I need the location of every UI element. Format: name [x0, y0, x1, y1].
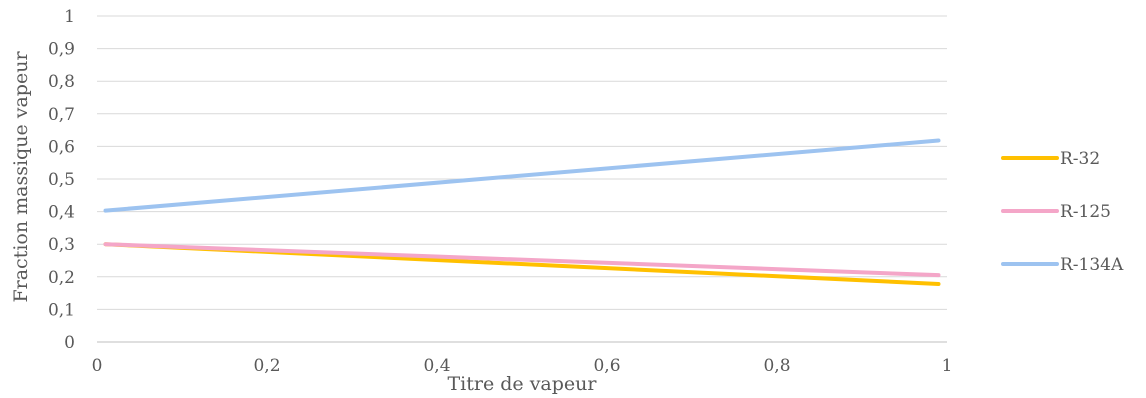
legend-label-r-32: R-32 — [1060, 149, 1100, 169]
series-line-r-125 — [103, 242, 941, 278]
y-axis-title: Fraction massique vapeur — [10, 51, 32, 303]
x-tick-label: 1 — [942, 356, 953, 376]
series-line-r-134a — [103, 138, 941, 213]
axes: 0 0,1 0,2 0,3 0,4 0,5 0,6 0,7 0,8 0,9 1 0 0,2 0,4 0,6 0… — [48, 7, 952, 376]
x-tick-label: 0,4 — [423, 356, 450, 376]
y-tick-label: 1 — [64, 7, 75, 27]
y-tick-label: 0,7 — [48, 105, 75, 125]
x-tick-label: 0,8 — [763, 356, 790, 376]
legend-label-r-134a: R-134A — [1060, 255, 1124, 275]
x-tick-label: 0 — [92, 356, 103, 376]
y-tick-label: 0,5 — [48, 170, 75, 190]
gridlines — [97, 15, 947, 310]
y-tick-label: 0,2 — [48, 268, 75, 288]
x-tick-label: 0,2 — [253, 356, 280, 376]
y-tick-label: 0,3 — [48, 235, 75, 255]
x-axis-title: Titre de vapeur — [448, 373, 598, 395]
x-tick-label: 0,6 — [593, 356, 620, 376]
y-tick-label: 0,8 — [48, 72, 75, 92]
y-tick-label: 0 — [64, 333, 75, 353]
y-tick-label: 0,9 — [48, 40, 75, 60]
y-tick-label: 0,1 — [48, 300, 75, 320]
legend-label-r-125: R-125 — [1060, 202, 1111, 222]
series-lines — [103, 138, 941, 286]
legend: R-32 R-125 R-134A — [1001, 149, 1124, 275]
y-tick-label: 0,6 — [48, 137, 75, 157]
y-tick-label: 0,4 — [48, 203, 75, 223]
